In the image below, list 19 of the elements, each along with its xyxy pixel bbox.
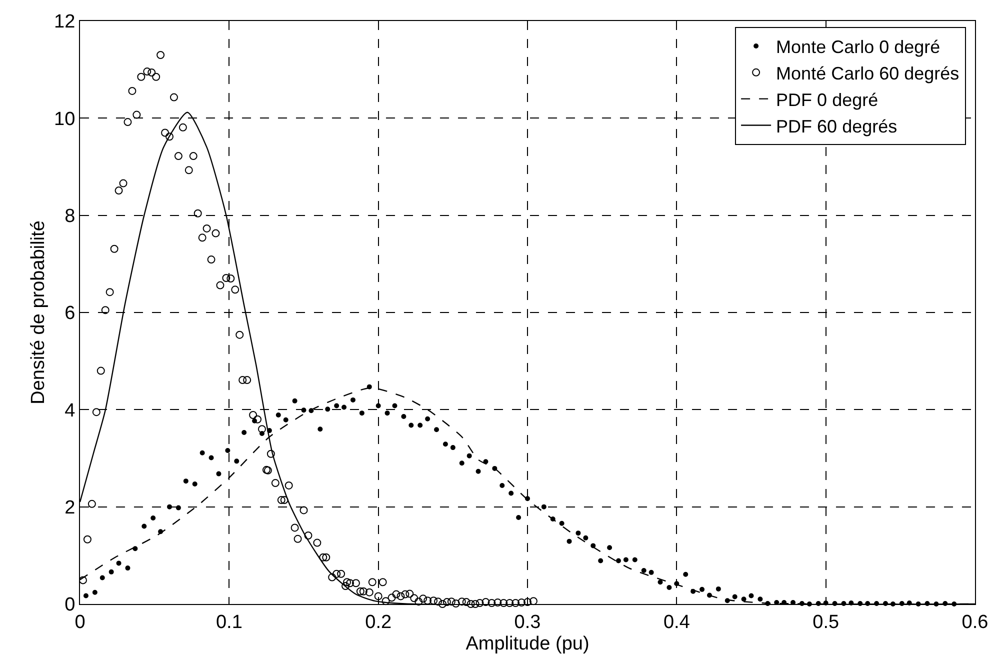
legend-label: Monte Carlo 0 degré: [776, 37, 940, 58]
x-tick-label: 0.3: [514, 612, 541, 633]
y-tick-label: 10: [54, 108, 76, 130]
x-tick-label: 0.1: [216, 612, 242, 633]
x-tick-label: 0.2: [365, 612, 392, 633]
legend-label: Monté Carlo 60 degrés: [776, 63, 960, 84]
y-tick-label: 6: [64, 303, 76, 324]
y-tick-label: 12: [54, 12, 76, 33]
y-tick-label: 0: [64, 594, 76, 616]
x-tick-label: 0.4: [663, 612, 690, 633]
y-tick-label: 8: [64, 206, 76, 227]
y-axis-title: Densité de probabilité: [28, 220, 49, 404]
x-tick-label: 0.6: [962, 612, 988, 633]
x-axis-title: Amplitude (pu): [466, 634, 590, 655]
legend-label: PDF 0 degré: [776, 90, 878, 110]
y-tick-label: 2: [64, 497, 76, 518]
x-tick-label: 0.5: [812, 612, 840, 633]
y-tick-label: 4: [64, 400, 76, 422]
legend-label: PDF 60 degrés: [776, 116, 898, 136]
